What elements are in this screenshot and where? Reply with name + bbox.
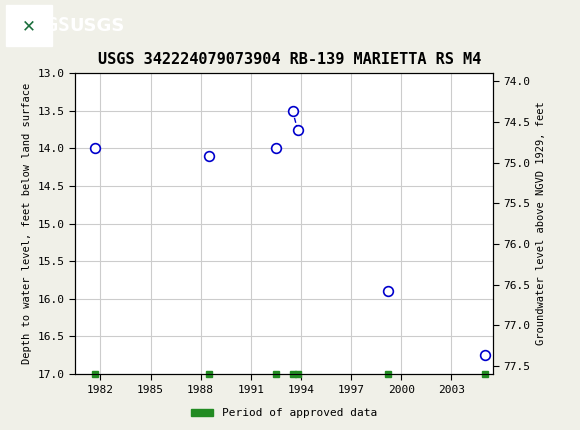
Text: ✕: ✕ [22,17,36,35]
Y-axis label: Groundwater level above NGVD 1929, feet: Groundwater level above NGVD 1929, feet [536,102,546,345]
Y-axis label: Depth to water level, feet below land surface: Depth to water level, feet below land su… [23,83,32,364]
Bar [6,5,52,46]
Text: ✕USGS: ✕USGS [12,16,70,35]
Text: USGS: USGS [70,17,125,35]
Legend: Period of approved data: Period of approved data [187,404,382,423]
Text: USGS 342224079073904 RB-139 MARIETTA RS M4: USGS 342224079073904 RB-139 MARIETTA RS … [99,52,481,67]
